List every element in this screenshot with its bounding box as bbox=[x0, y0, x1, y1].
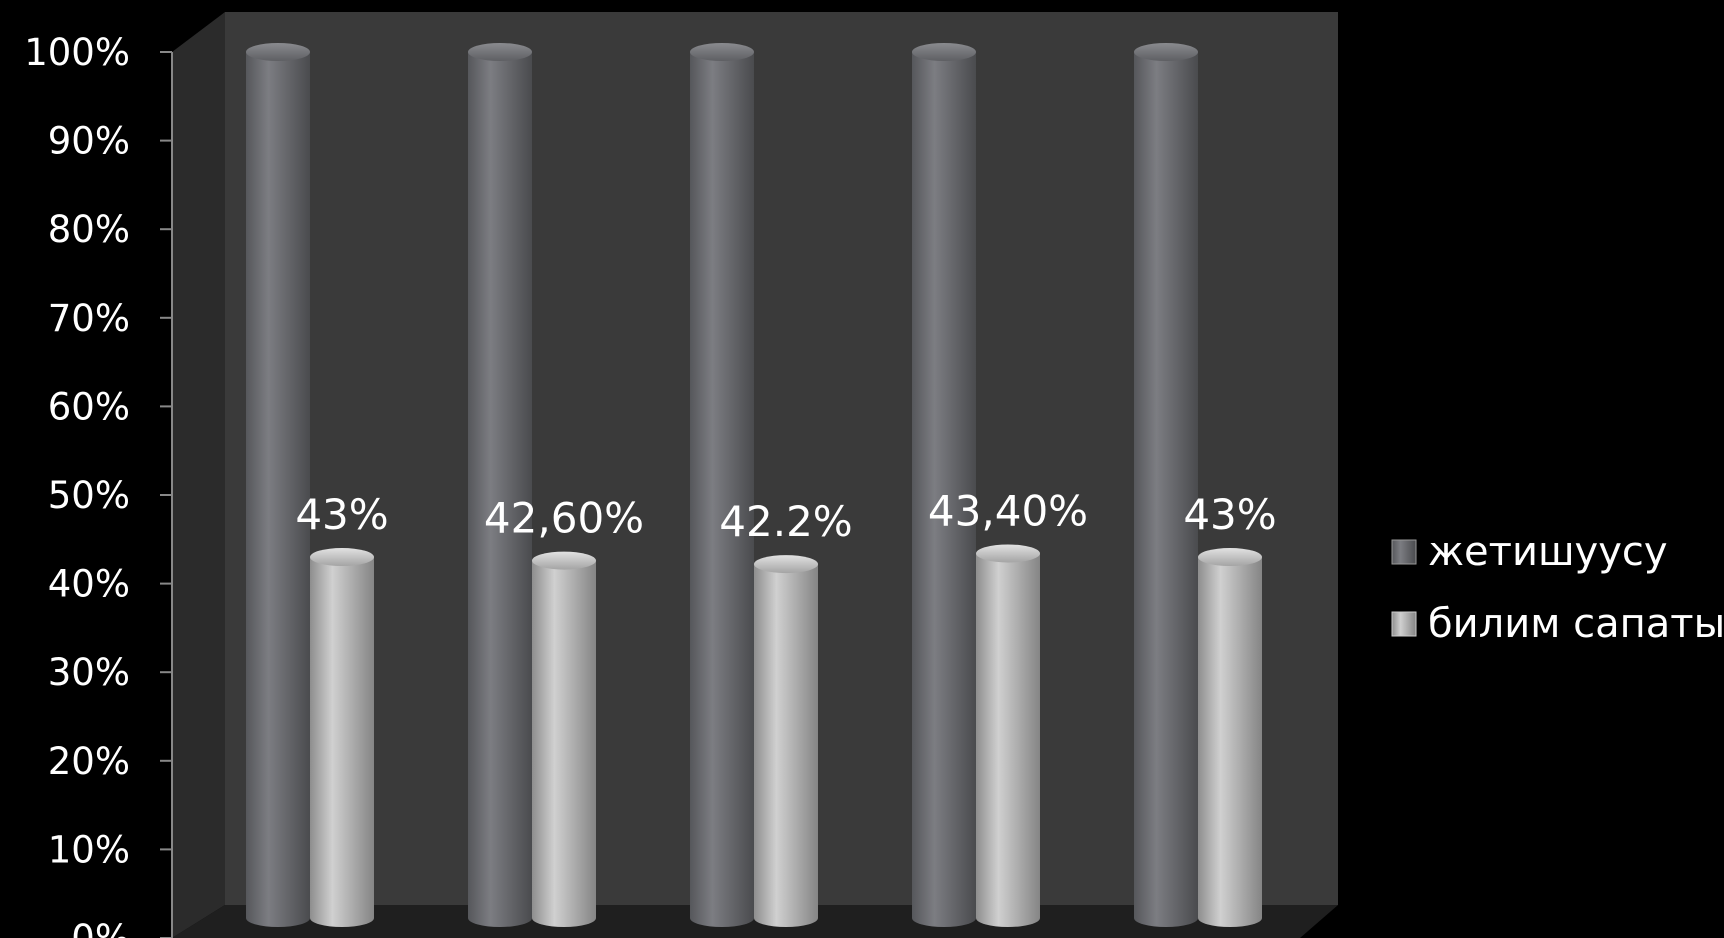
bars-group bbox=[246, 43, 1262, 927]
bar-body bbox=[976, 553, 1040, 927]
legend: жетишуусу билим сапаты bbox=[1391, 529, 1724, 647]
data-label-1-4: 43% bbox=[1183, 490, 1276, 539]
bar-top bbox=[532, 551, 596, 570]
data-label-1-3: 43,40% bbox=[928, 486, 1088, 535]
bar-top bbox=[1134, 43, 1198, 61]
bar-body bbox=[912, 52, 976, 927]
bar-top bbox=[246, 43, 310, 61]
plot-side-wall bbox=[172, 12, 225, 938]
bar-0-0 bbox=[246, 43, 310, 927]
legend-label: жетишуусу bbox=[1428, 529, 1668, 575]
y-tick-label: 90% bbox=[48, 120, 130, 163]
bar-body bbox=[310, 557, 374, 927]
y-tick-label: 30% bbox=[48, 651, 130, 694]
bar-1-0 bbox=[310, 548, 374, 927]
data-label-1-0: 43% bbox=[295, 490, 388, 539]
y-tick-label: 80% bbox=[48, 208, 130, 251]
bar-body bbox=[1198, 557, 1262, 927]
legend-swatch bbox=[1391, 611, 1417, 637]
bar-top bbox=[1198, 548, 1262, 567]
bar-1-1 bbox=[532, 551, 596, 927]
y-tick-label: 50% bbox=[48, 474, 130, 517]
bar-body bbox=[754, 564, 818, 927]
bar-body bbox=[468, 52, 532, 927]
plot-floor bbox=[172, 905, 1338, 938]
bar-top bbox=[690, 43, 754, 61]
y-tick-label: 10% bbox=[48, 828, 130, 871]
bar-0-4 bbox=[1134, 43, 1198, 927]
bar-body bbox=[246, 52, 310, 927]
bar-top bbox=[976, 544, 1040, 563]
bar-1-2 bbox=[754, 555, 818, 927]
bar-top bbox=[912, 43, 976, 61]
y-tick-label: 60% bbox=[48, 385, 130, 428]
bar-body bbox=[690, 52, 754, 927]
data-label-1-1: 42,60% bbox=[484, 494, 644, 543]
data-label-1-2: 42.2% bbox=[719, 497, 852, 546]
y-tick-label: 100% bbox=[24, 31, 130, 74]
bar-1-3 bbox=[976, 544, 1040, 927]
y-axis-ticks: 0% 10% 20% 30% 40% 50% 60% 70% 80% 90% 100% bbox=[24, 31, 172, 938]
bar-top bbox=[310, 548, 374, 567]
legend-item-series-0: жетишуусу bbox=[1391, 529, 1668, 575]
legend-swatch bbox=[1391, 539, 1417, 565]
legend-item-series-1: билим сапаты bbox=[1391, 601, 1724, 647]
bar-0-1 bbox=[468, 43, 532, 927]
bar-top bbox=[754, 555, 818, 574]
data-labels-group: 43% 42,60% 42.2% 43,40% 43% bbox=[295, 486, 1276, 546]
bar-top bbox=[468, 43, 532, 61]
y-tick-label: 20% bbox=[48, 740, 130, 783]
bar-body bbox=[1134, 52, 1198, 927]
bar-1-4 bbox=[1198, 548, 1262, 927]
y-tick-label: 40% bbox=[48, 563, 130, 606]
bar-0-3 bbox=[912, 43, 976, 927]
bar-body bbox=[532, 560, 596, 927]
y-tick-label: 70% bbox=[48, 297, 130, 340]
legend-label: билим сапаты bbox=[1428, 601, 1724, 647]
bar-0-2 bbox=[690, 43, 754, 927]
y-tick-label: 0% bbox=[71, 917, 130, 938]
